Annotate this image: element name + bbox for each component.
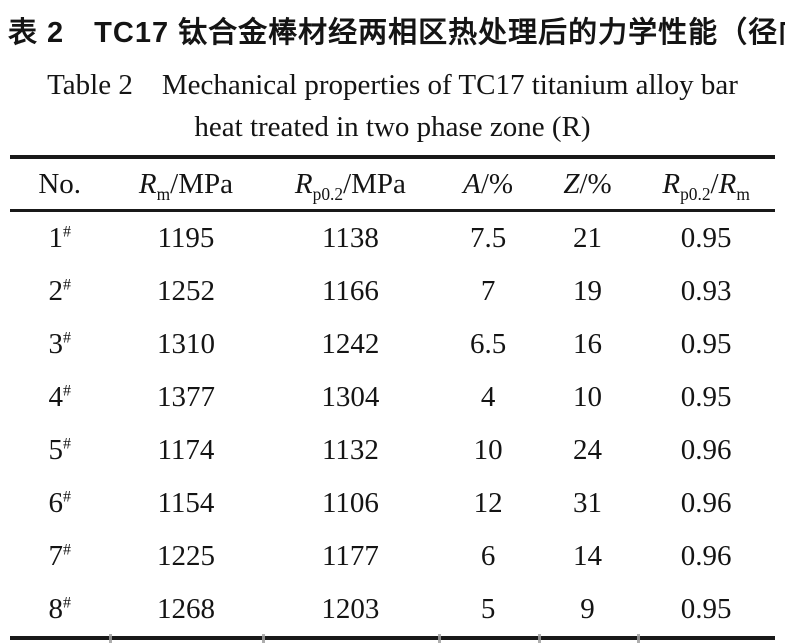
hash-superscript: # xyxy=(62,223,71,241)
cell-yield-ratio: 0.96 xyxy=(680,434,732,466)
cell-tensile-strength: 1310 xyxy=(156,328,215,360)
cell-yield-ratio: 0.96 xyxy=(680,540,732,572)
table-row: 2# 1252 1166 7 19 0.93 xyxy=(10,265,775,318)
table-body: 1# 1195 1138 7.5 21 0.95 2# 1252 1166 7 … xyxy=(10,211,775,639)
cell-elongation: 6 xyxy=(480,540,496,572)
table-row: 1# 1195 1138 7.5 21 0.95 xyxy=(10,211,775,266)
cell-tensile-strength: 1252 xyxy=(156,275,215,307)
col-header-rp02-mpa: Rp0.2/MPa xyxy=(262,157,439,212)
cell-elongation: 4 xyxy=(480,381,496,413)
hash-superscript: # xyxy=(62,435,71,453)
specimen-number: 6 xyxy=(48,487,63,519)
cell-yield-strength: 1304 xyxy=(321,381,380,413)
specimen-number: 3 xyxy=(48,328,63,360)
table-caption-english-line1: Table 2 Mechanical properties of TC17 ti… xyxy=(47,69,738,101)
cell-specimen-no: 8# xyxy=(10,583,109,638)
mechanical-properties-table: No. Rm/MPa Rp0.2/MPa A/% Z/% Rp0.2/Rm 1#… xyxy=(10,155,775,640)
table-row: 4# 1377 1304 4 10 0.95 xyxy=(10,371,775,424)
column-seam-tick xyxy=(537,634,541,643)
specimen-number: 7 xyxy=(48,540,63,572)
cell-elongation: 7.5 xyxy=(469,222,507,254)
hash-superscript: # xyxy=(62,329,71,347)
cell-yield-ratio: 0.93 xyxy=(680,275,732,307)
column-seam-tick xyxy=(637,634,641,643)
cell-yield-ratio: 0.95 xyxy=(680,381,732,413)
cell-yield-strength: 1106 xyxy=(321,487,379,519)
specimen-number: 5 xyxy=(48,434,63,466)
col-header-rm-mpa: Rm/MPa xyxy=(109,157,263,212)
cell-reduction: 21 xyxy=(573,222,603,254)
cell-yield-strength: 1177 xyxy=(321,540,379,572)
hash-superscript: # xyxy=(62,276,71,294)
table-row: 7# 1225 1177 6 14 0.96 xyxy=(10,530,775,583)
hash-superscript: # xyxy=(62,594,71,612)
cell-specimen-no: 2# xyxy=(10,265,109,318)
cell-tensile-strength: 1154 xyxy=(157,487,215,519)
cell-specimen-no: 3# xyxy=(10,318,109,371)
cell-yield-strength: 1138 xyxy=(321,222,379,254)
hash-superscript: # xyxy=(62,488,71,506)
table-caption-english-line2: heat treated in two phase zone (R) xyxy=(194,111,591,143)
table-row: 3# 1310 1242 6.5 16 0.95 xyxy=(10,318,775,371)
cell-elongation: 7 xyxy=(480,275,496,307)
col-header-reduction: Z/% xyxy=(537,157,638,212)
specimen-number: 2 xyxy=(48,275,63,307)
cell-reduction: 10 xyxy=(573,381,603,413)
cell-yield-strength: 1132 xyxy=(321,434,379,466)
cell-yield-ratio: 0.95 xyxy=(680,593,732,625)
hash-superscript: # xyxy=(62,541,71,559)
col-header-yield-ratio: Rp0.2/Rm xyxy=(637,157,775,212)
column-seam-tick xyxy=(438,634,442,643)
cell-tensile-strength: 1174 xyxy=(157,434,215,466)
column-seam-tick xyxy=(262,634,266,643)
cell-tensile-strength: 1268 xyxy=(156,593,215,625)
cell-yield-strength: 1242 xyxy=(321,328,380,360)
cell-reduction: 9 xyxy=(580,593,595,625)
col-header-no: No. xyxy=(10,157,110,212)
table-header-row: No. Rm/MPa Rp0.2/MPa A/% Z/% Rp0.2/Rm xyxy=(10,157,775,212)
specimen-number: 8 xyxy=(48,593,63,625)
cell-specimen-no: 1# xyxy=(10,211,109,266)
cell-tensile-strength: 1195 xyxy=(157,222,215,254)
cell-elongation: 10 xyxy=(473,434,503,466)
cell-yield-strength: 1166 xyxy=(321,275,379,307)
cell-reduction: 24 xyxy=(573,434,603,466)
cell-specimen-no: 4# xyxy=(10,371,109,424)
hash-superscript: # xyxy=(62,382,71,400)
table-row: 6# 1154 1106 12 31 0.96 xyxy=(10,477,775,530)
specimen-number: 1 xyxy=(48,222,63,254)
cell-yield-ratio: 0.95 xyxy=(680,222,732,254)
cell-specimen-no: 5# xyxy=(10,424,109,477)
table-row: 5# 1174 1132 10 24 0.96 xyxy=(10,424,775,477)
cell-elongation: 6.5 xyxy=(469,328,507,360)
cell-tensile-strength: 1225 xyxy=(156,540,215,572)
specimen-number: 4 xyxy=(48,381,63,413)
cell-elongation: 12 xyxy=(473,487,503,519)
cell-reduction: 31 xyxy=(573,487,603,519)
table-row: 8# 1268 1203 5 9 0.95 xyxy=(10,583,775,638)
cell-reduction: 14 xyxy=(573,540,603,572)
cell-reduction: 16 xyxy=(573,328,603,360)
column-seam-tick xyxy=(109,634,113,643)
cell-yield-ratio: 0.95 xyxy=(680,328,732,360)
cell-specimen-no: 7# xyxy=(10,530,109,583)
cell-elongation: 5 xyxy=(480,593,496,625)
cell-reduction: 19 xyxy=(573,275,603,307)
cell-specimen-no: 6# xyxy=(10,477,109,530)
cell-yield-strength: 1203 xyxy=(321,593,380,625)
col-header-elongation: A/% xyxy=(438,157,538,212)
table-caption-chinese: 表 2 TC17 钛合金棒材经两相区热处理后的力学性能（径向） xyxy=(8,17,785,49)
cell-yield-ratio: 0.96 xyxy=(680,487,732,519)
cell-tensile-strength: 1377 xyxy=(156,381,215,413)
table-container: No. Rm/MPa Rp0.2/MPa A/% Z/% Rp0.2/Rm 1#… xyxy=(10,155,775,643)
